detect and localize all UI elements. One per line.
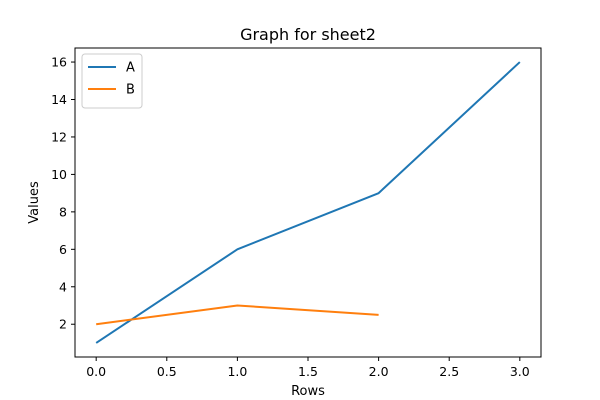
x-tick-label: 2.0 [369, 364, 389, 379]
x-tick-label: 3.0 [510, 364, 530, 379]
y-tick-label: 14 [51, 92, 67, 107]
x-tick-label: 0.0 [86, 364, 106, 379]
legend-label-b: B [126, 83, 135, 98]
y-axis-ticks: 2 4 6 8 10 12 14 16 [51, 55, 75, 332]
x-tick-label: 0.5 [157, 364, 177, 379]
series-line-a [95, 61, 521, 344]
x-tick-label: 2.5 [439, 364, 459, 379]
y-axis-label: Values [27, 181, 42, 224]
legend: AB [81, 53, 143, 109]
x-tick-label: 1.5 [298, 364, 318, 379]
series-layer [95, 61, 521, 344]
chart-title: Graph for sheet2 [240, 25, 376, 44]
y-tick-label: 8 [59, 204, 67, 219]
y-tick-label: 2 [59, 317, 67, 332]
y-tick-label: 16 [51, 55, 67, 70]
y-tick-label: 6 [59, 242, 67, 257]
y-tick-label: 12 [51, 129, 67, 144]
y-tick-label: 4 [59, 279, 67, 294]
x-axis-ticks: 0.0 0.5 1.0 1.5 2.0 2.5 3.0 [86, 357, 530, 379]
y-tick-label: 10 [51, 167, 67, 182]
legend-label-a: A [126, 61, 135, 76]
x-tick-label: 1.0 [227, 364, 247, 379]
x-axis-label: Rows [291, 384, 325, 399]
